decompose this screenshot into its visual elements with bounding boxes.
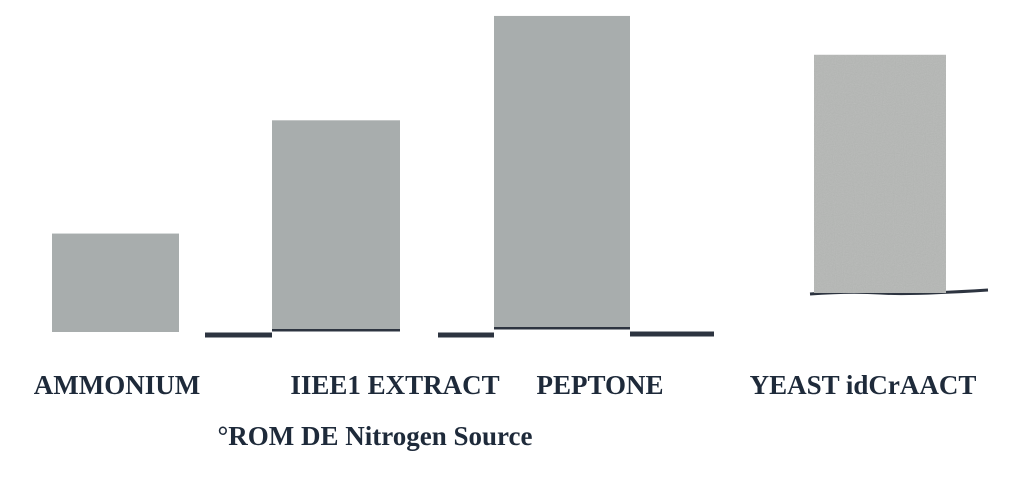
bar-iiee1-extract — [272, 120, 400, 329]
category-label-ammonium: AMMONIUM — [34, 370, 200, 400]
category-label-peptone: PEPTONE — [536, 370, 663, 400]
category-label-yeast-idcraact: YEAST idCrAACT — [750, 370, 977, 400]
bar-yeast-idcraact — [814, 54, 946, 293]
bar-ammonium — [52, 233, 179, 332]
bars-layer — [52, 15, 946, 332]
bar-peptone — [494, 15, 630, 327]
x-axis-title: °ROM DE Nitrogen Source — [217, 421, 532, 451]
category-labels: AMMONIUM IIEE1 EXTRACT PEPTONE YEAST idCrAA… — [34, 370, 977, 400]
category-label-iiee1-extract: IIEE1 EXTRACT — [290, 370, 499, 400]
